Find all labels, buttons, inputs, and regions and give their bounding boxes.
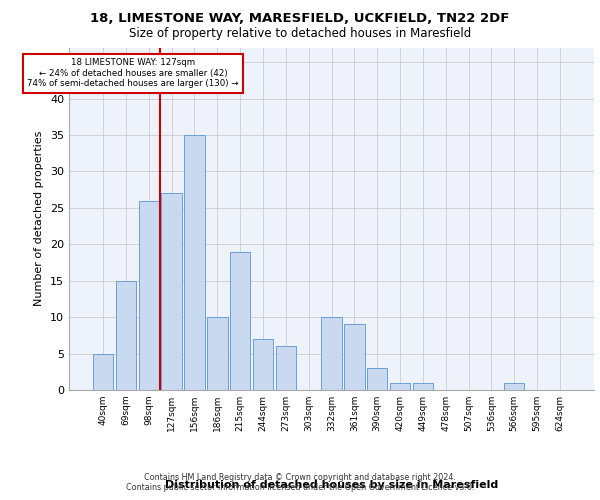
Bar	[207, 317, 227, 390]
Bar	[275, 346, 296, 390]
Bar	[344, 324, 365, 390]
Bar	[390, 382, 410, 390]
Bar	[253, 339, 273, 390]
Text: 18 LIMESTONE WAY: 127sqm
← 24% of detached houses are smaller (42)
74% of semi-d: 18 LIMESTONE WAY: 127sqm ← 24% of detach…	[27, 58, 239, 88]
Text: 18, LIMESTONE WAY, MARESFIELD, UCKFIELD, TN22 2DF: 18, LIMESTONE WAY, MARESFIELD, UCKFIELD,…	[91, 12, 509, 26]
Bar	[116, 280, 136, 390]
Y-axis label: Number of detached properties: Number of detached properties	[34, 131, 44, 306]
X-axis label: Distribution of detached houses by size in Maresfield: Distribution of detached houses by size …	[165, 480, 498, 490]
Bar	[93, 354, 113, 390]
Bar	[413, 382, 433, 390]
Text: Size of property relative to detached houses in Maresfield: Size of property relative to detached ho…	[129, 28, 471, 40]
Bar	[161, 193, 182, 390]
Bar	[367, 368, 388, 390]
Bar	[184, 135, 205, 390]
Bar	[230, 252, 250, 390]
Bar	[139, 200, 159, 390]
Bar	[321, 317, 342, 390]
Bar	[504, 382, 524, 390]
Text: Contains HM Land Registry data © Crown copyright and database right 2024.
Contai: Contains HM Land Registry data © Crown c…	[126, 473, 474, 492]
